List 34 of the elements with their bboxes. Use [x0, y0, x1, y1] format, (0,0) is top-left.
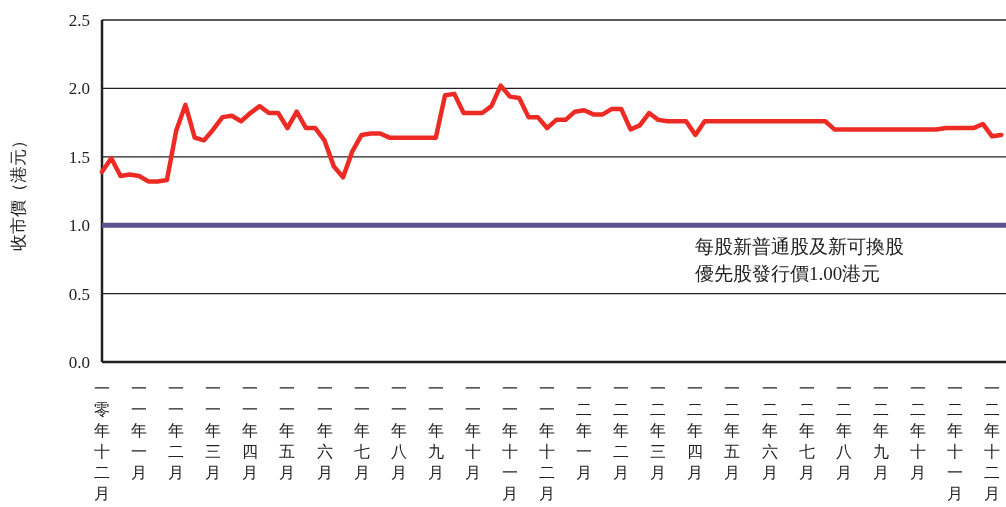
x-tick-label: 一二年二月 — [613, 380, 630, 481]
ref-line-label: 每股新普通股及新可換股優先股發行價1.00港元 — [695, 236, 904, 285]
x-tick-label: 一零年十二月 — [94, 380, 110, 502]
x-tick-label: 一一年五月 — [279, 380, 296, 481]
x-tick-label: 一一年四月 — [242, 380, 259, 481]
x-tick-label: 一二年九月 — [872, 380, 889, 481]
x-tick-label: 一一年一月 — [131, 380, 148, 481]
x-tick-label: 一一年七月 — [353, 380, 370, 481]
y-tick-label: 0.5 — [68, 284, 90, 304]
x-tick-label: 一一年八月 — [390, 380, 407, 481]
x-tick-label: 一一年九月 — [427, 380, 444, 481]
x-tick-label: 一一年二月 — [168, 380, 185, 481]
x-tick-label: 一二年一月 — [576, 380, 593, 481]
y-tick-label: 1.5 — [68, 147, 90, 167]
x-tick-label: 一二年十一月 — [947, 380, 964, 502]
x-tick-label: 一一年三月 — [205, 380, 222, 481]
x-tick-label: 一二年十二月 — [984, 380, 1001, 502]
x-tick-label: 一一年十一月 — [501, 380, 518, 502]
y-tick-label: 2.5 — [68, 11, 90, 30]
y-tick-label: 2.0 — [68, 79, 90, 99]
y-tick-label: 0.0 — [68, 353, 90, 372]
x-tick-label: 一二年十月 — [909, 380, 926, 481]
x-tick-label: 一一年十月 — [464, 380, 481, 481]
y-axis-title: 收市價（港元） — [9, 131, 28, 251]
line-series — [99, 83, 1004, 184]
x-tick-label: 一二年四月 — [687, 380, 704, 481]
x-tick-label: 一二年五月 — [724, 380, 741, 481]
x-tick-label: 一二年三月 — [650, 380, 667, 481]
x-tick-label: 一二年七月 — [798, 380, 815, 481]
x-tick-label: 一二年八月 — [835, 380, 852, 481]
x-tick-label: 一二年六月 — [761, 380, 778, 481]
x-tick-label: 一一年六月 — [316, 380, 333, 481]
x-tick-label: 一一年十二月 — [539, 380, 556, 502]
y-tick-label: 1.0 — [68, 216, 90, 236]
